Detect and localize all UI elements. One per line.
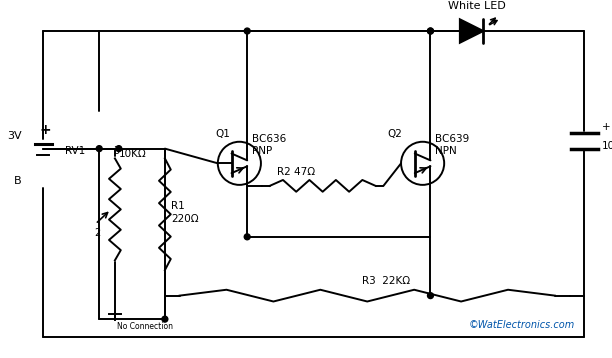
Text: No Connection: No Connection bbox=[117, 322, 173, 331]
Text: R1: R1 bbox=[171, 202, 184, 212]
Text: 3V: 3V bbox=[7, 131, 22, 141]
Text: 10μF: 10μF bbox=[602, 141, 612, 151]
Polygon shape bbox=[460, 19, 483, 43]
Text: +  C1: + C1 bbox=[602, 122, 612, 132]
Circle shape bbox=[244, 28, 250, 34]
Text: ©WatElectronics.com: ©WatElectronics.com bbox=[468, 320, 575, 330]
Text: R2 47Ω: R2 47Ω bbox=[277, 167, 315, 177]
Text: B: B bbox=[14, 176, 22, 186]
Text: White LED: White LED bbox=[447, 1, 506, 10]
Text: PNP: PNP bbox=[252, 146, 272, 156]
Text: 220Ω: 220Ω bbox=[171, 214, 198, 224]
Text: 10KΩ: 10KΩ bbox=[119, 150, 146, 160]
Text: BC639: BC639 bbox=[435, 134, 469, 144]
Text: NPN: NPN bbox=[435, 146, 457, 156]
Circle shape bbox=[162, 316, 168, 322]
Circle shape bbox=[428, 28, 433, 34]
Circle shape bbox=[244, 234, 250, 240]
Circle shape bbox=[428, 28, 433, 34]
Circle shape bbox=[96, 146, 102, 151]
Text: 2: 2 bbox=[94, 228, 100, 238]
Text: +: + bbox=[40, 123, 51, 137]
Text: RV1: RV1 bbox=[65, 146, 86, 156]
Text: 3: 3 bbox=[113, 146, 119, 156]
Text: Q2: Q2 bbox=[387, 129, 402, 139]
Text: Q1: Q1 bbox=[216, 129, 231, 139]
Circle shape bbox=[116, 146, 122, 151]
Text: BC636: BC636 bbox=[252, 134, 286, 144]
Circle shape bbox=[428, 293, 433, 299]
Text: R3  22KΩ: R3 22KΩ bbox=[362, 276, 411, 286]
